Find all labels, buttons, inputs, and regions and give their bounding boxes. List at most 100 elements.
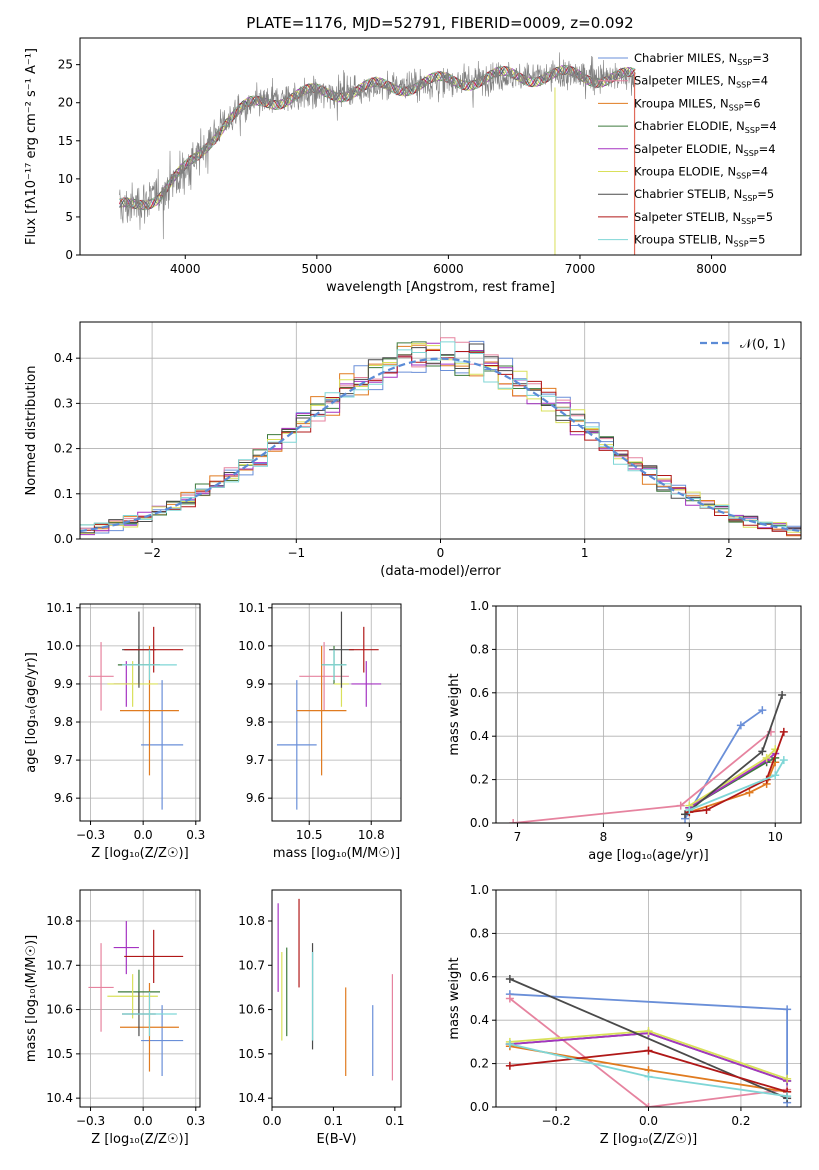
weight-marker-1 xyxy=(644,1103,653,1107)
legend-series-name: Salpeter MILES xyxy=(634,74,720,88)
axes-frame xyxy=(271,603,402,822)
legend-nssp-value: 4 xyxy=(768,142,775,156)
y-tick-label: 9.6 xyxy=(246,791,265,805)
y-tick-label: 0 xyxy=(65,248,73,262)
axes-frame xyxy=(495,605,802,824)
legend-series-name: Salpeter STELIB xyxy=(634,210,725,224)
plot-area-mass-age xyxy=(276,611,382,810)
y-tick-label: 25 xyxy=(58,58,73,72)
y-tick-label: 0.2 xyxy=(470,1057,489,1071)
y-tick-label: 10.6 xyxy=(238,1003,265,1017)
y-tick-label: 10 xyxy=(58,172,73,186)
x-tick-label: 10.8 xyxy=(358,828,385,842)
legend-entry: Salpeter STELIB, NSSP=5 xyxy=(634,210,773,226)
weight-line-1 xyxy=(509,997,788,1107)
plot-area-z-weight xyxy=(505,974,792,1107)
weight-marker-0 xyxy=(736,721,745,730)
x-tick-label: −2 xyxy=(143,546,161,560)
legend-series-name: Kroupa ELODIE xyxy=(634,165,720,179)
axes-age-weight: 7 8 9 10 0.0 0.2 0.4 0.6 0.8 1.0 age [log₁₀(age/yr… xyxy=(447,599,802,863)
x-tick-label: 1 xyxy=(581,546,589,560)
weight-marker-6 xyxy=(505,974,514,983)
y-tick-label: 10.8 xyxy=(46,914,73,928)
axes-frame xyxy=(495,889,802,1108)
y-tick-label: 0.3 xyxy=(54,396,73,410)
legend-series-name: Chabrier MILES xyxy=(634,51,721,65)
weight-marker-7 xyxy=(779,727,788,736)
legend-entry: Salpeter MILES, NSSP=4 xyxy=(634,74,768,90)
legend-series-name: Kroupa STELIB xyxy=(634,233,718,247)
legend-spectrum: Chabrier MILES, NSSP=3 Salpeter MILES, NS… xyxy=(598,51,777,249)
plot-area-age-weight xyxy=(509,690,788,823)
weight-line-1 xyxy=(513,731,772,823)
y-tick-label: 9.7 xyxy=(54,753,73,767)
y-axis-label: age [log₁₀(age/yr)] xyxy=(24,652,39,773)
legend-nssp-value: 6 xyxy=(753,96,760,110)
y-tick-label: 15 xyxy=(58,134,73,148)
y-tick-label: 10.4 xyxy=(238,1091,265,1105)
y-tick-label: 0.0 xyxy=(470,1100,489,1114)
x-tick-label: 0 xyxy=(437,546,445,560)
legend-normal-label: 𝒩(0, 1) xyxy=(740,336,786,351)
legend-series-name: Kroupa MILES xyxy=(634,96,713,110)
weight-marker-5 xyxy=(644,1027,653,1036)
x-tick-label: 4000 xyxy=(170,262,201,276)
x-tick-label: 0.0 xyxy=(262,1114,281,1128)
weight-line-7 xyxy=(689,731,785,813)
x-tick-label: 2 xyxy=(725,546,733,560)
y-tick-label: 0.8 xyxy=(470,926,489,940)
x-tick-label: −1 xyxy=(287,546,305,560)
axes-ebv-mass: 0.0 0.1 0.1 10.4 10.5 10.6 10.7 10.8 E(B-V) xyxy=(238,889,404,1147)
weight-marker-7 xyxy=(644,1046,653,1055)
legend-entry: Chabrier STELIB, NSSP=5 xyxy=(634,187,774,203)
legend-entry: Kroupa ELODIE, NSSP=4 xyxy=(634,165,768,181)
x-tick-label: 0.1 xyxy=(324,1114,343,1128)
y-axis-label: mass weight xyxy=(447,957,462,1039)
x-tick-label: −0.2 xyxy=(542,1114,571,1128)
x-axis-label: Z [log₁₀(Z/Z☉)] xyxy=(91,846,188,861)
weight-marker-8 xyxy=(644,1072,653,1081)
weight-marker-6 xyxy=(758,747,767,756)
y-tick-label: 10.5 xyxy=(46,1047,73,1061)
x-tick-label: 0.1 xyxy=(385,1114,404,1128)
x-tick-label: 0.0 xyxy=(639,1114,658,1128)
legend-entry: Chabrier ELODIE, NSSP=4 xyxy=(634,119,777,135)
plot-area-z-mass xyxy=(88,921,184,1076)
y-tick-label: 10.7 xyxy=(238,958,265,972)
x-tick-label: 0.3 xyxy=(186,828,205,842)
x-axis-label: (data-model)/error xyxy=(380,564,501,579)
weight-line-2 xyxy=(689,761,777,813)
x-tick-label: 10 xyxy=(768,830,783,844)
axes-spectrum: 4000 5000 6000 7000 8000 0 5 10 15 20 25 wavelength… xyxy=(24,37,802,295)
legend-entry: Chabrier MILES, NSSP=3 xyxy=(634,51,769,67)
chart-ebv-mass: 0.0 0.1 0.1 10.4 10.5 10.6 10.7 10.8 E(B-V) xyxy=(238,889,404,1147)
weight-marker-7 xyxy=(702,805,711,814)
chart-z-mass: −0.3 0.0 0.3 10.4 10.5 10.6 10.7 10.8 Z [log₁₀(Z… xyxy=(24,889,205,1147)
chart-z-age: −0.3 0.0 0.3 9.6 9.7 9.8 9.9 10.0 10.1 Z [log₁₀(Z… xyxy=(24,601,205,861)
chart-age-weight: 7 8 9 10 0.0 0.2 0.4 0.6 0.8 1.0 age [log₁₀(age/yr… xyxy=(447,599,802,863)
y-tick-label: 9.9 xyxy=(246,677,265,691)
y-tick-label: 9.9 xyxy=(54,677,73,691)
legend-nssp-value: 5 xyxy=(766,210,773,224)
legend-series-name: Chabrier ELODIE xyxy=(634,119,729,133)
y-tick-label: 0.0 xyxy=(470,816,489,830)
x-tick-label: 8 xyxy=(600,830,608,844)
y-tick-label: 0.6 xyxy=(470,686,489,700)
weight-line-8 xyxy=(688,759,785,811)
y-tick-label: 1.0 xyxy=(470,599,489,613)
legend-nssp-value: 4 xyxy=(761,165,768,179)
weight-marker-8 xyxy=(783,1092,792,1101)
weight-marker-1 xyxy=(509,819,518,823)
weight-marker-2 xyxy=(745,788,754,797)
y-tick-label: 0.1 xyxy=(54,487,73,501)
x-tick-label: 0.3 xyxy=(186,1114,205,1128)
chart-mass-age: 10.5 10.8 9.6 9.7 9.8 9.9 10.0 10.1 mass [log₁₀(… xyxy=(238,601,402,861)
y-axis-label: mass [log₁₀(M/M☉)] xyxy=(24,935,39,1062)
y-tick-label: 0.2 xyxy=(54,442,73,456)
weight-marker-0 xyxy=(758,706,767,715)
y-tick-label: 9.6 xyxy=(54,791,73,805)
axes-z-weight: −0.2 0.0 0.2 0.0 0.2 0.4 0.6 0.8 1.0 Z [log₁₀(Z/Z… xyxy=(447,883,802,1147)
legend-nssp-value: 5 xyxy=(767,187,774,201)
observed-spectrum xyxy=(119,52,636,240)
